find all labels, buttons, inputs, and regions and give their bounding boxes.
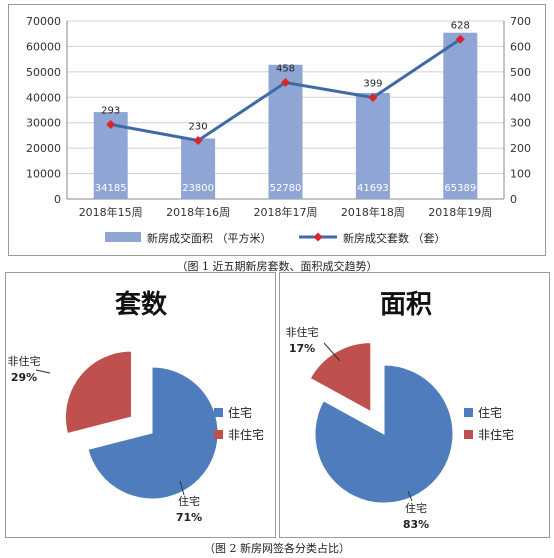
y-left-tick-label: 40000 [26, 91, 61, 104]
bar-value-label: 52780 [270, 183, 302, 194]
pie-slice [87, 366, 219, 500]
y-left-tick-label: 50000 [26, 66, 61, 79]
x-tick-label: 2018年19周 [428, 205, 492, 219]
pie-leader-line [179, 480, 185, 496]
line-point [455, 34, 465, 44]
pie-chart-panel-units: 套数 住宅 71% 非住宅 29% 住宅 非住宅 [5, 272, 276, 538]
y-right-tick-label: 600 [510, 40, 531, 53]
bar-value-label: 23800 [182, 183, 214, 194]
pie-slice [65, 350, 132, 435]
x-tick-label: 2018年17周 [254, 205, 318, 219]
line-value-label: 230 [189, 122, 208, 133]
combo-chart: 0 10000 20000 30000 40000 50000 60000 70000 0 100… [26, 15, 531, 245]
y-left-tick-label: 30000 [26, 117, 61, 130]
legend-label: 住宅 [228, 405, 252, 420]
pie-data-label-percent: 17% [289, 342, 315, 355]
y-left-tick-label: 60000 [26, 40, 61, 53]
y-left-tick-label: 0 [54, 193, 61, 206]
pie-title: 面积 [380, 290, 432, 320]
legend-swatch [214, 430, 223, 439]
figure-1-caption: （图 1 近五期新房套数、面积成交趋势） [176, 260, 378, 273]
bar-value-label: 34185 [95, 183, 127, 194]
pie-data-label-category: 住宅 [405, 501, 427, 515]
legend-swatch [214, 408, 223, 417]
line-value-label: 458 [276, 64, 295, 75]
pie-leader-line [407, 490, 413, 502]
x-tick-label: 2018年18周 [341, 205, 405, 219]
y-left-tick-label: 70000 [26, 15, 61, 28]
line-point [368, 93, 378, 103]
legend-swatch [464, 430, 473, 439]
line-value-label: 293 [101, 105, 120, 116]
line-point [193, 136, 203, 146]
combo-chart-panel: 0 10000 20000 30000 40000 50000 60000 70000 0 100… [8, 4, 546, 256]
y-right-tick-label: 300 [510, 117, 531, 130]
pie-data-label-percent: 71% [176, 511, 202, 524]
pie-data-label-category: 住宅 [178, 494, 200, 508]
pie-slice [309, 342, 372, 413]
x-tick-label: 2018年15周 [79, 205, 143, 219]
bar [355, 92, 390, 199]
line-point [281, 78, 290, 88]
y-right-tick-label: 700 [510, 15, 531, 28]
pie-data-label-percent: 83% [403, 518, 429, 531]
y-right-tick-label: 0 [510, 193, 517, 206]
pie-data-label-percent: 29% [11, 371, 37, 384]
y-right-tick-label: 200 [510, 142, 531, 155]
legend-swatch [464, 408, 473, 417]
bar [181, 138, 216, 199]
bar [268, 64, 303, 199]
pie-slice [314, 364, 454, 504]
legend-label: 住宅 [478, 405, 502, 420]
y-right-tick-label: 500 [510, 66, 531, 79]
y-left-tick-label: 20000 [26, 142, 61, 155]
pie-leader-line [35, 369, 51, 374]
pie-title: 套数 [115, 290, 168, 320]
y-right-tick-label: 100 [510, 168, 531, 181]
bar [443, 32, 478, 199]
line-value-label: 399 [363, 79, 382, 90]
y-left-tick-label: 10000 [26, 168, 61, 181]
legend-label: 非住宅 [228, 427, 264, 442]
line-point [106, 119, 116, 129]
line-value-label: 628 [451, 20, 470, 31]
x-tick-label: 2018年16周 [166, 205, 230, 219]
bar-value-label: 41693 [357, 183, 389, 194]
legend-label-bar: 新房成交面积 （平方米） [147, 231, 272, 245]
pie-data-label-category: 非住宅 [8, 354, 41, 368]
pie-leader-line [323, 342, 341, 362]
legend-label-line: 新房成交套数 （套） [343, 231, 446, 245]
bar-value-label: 65389 [444, 183, 476, 194]
figure-2-caption: （图 2 新房网签各分类占比） [204, 542, 350, 555]
legend-swatch-bar [105, 232, 141, 242]
legend-marker [313, 232, 323, 242]
pie-data-label-category: 非住宅 [286, 325, 319, 339]
legend-label: 非住宅 [478, 427, 514, 442]
pie-chart-panel-area: 面积 住宅 83% 非住宅 17% 住宅 非住宅 [279, 272, 550, 538]
y-right-tick-label: 400 [510, 91, 531, 104]
